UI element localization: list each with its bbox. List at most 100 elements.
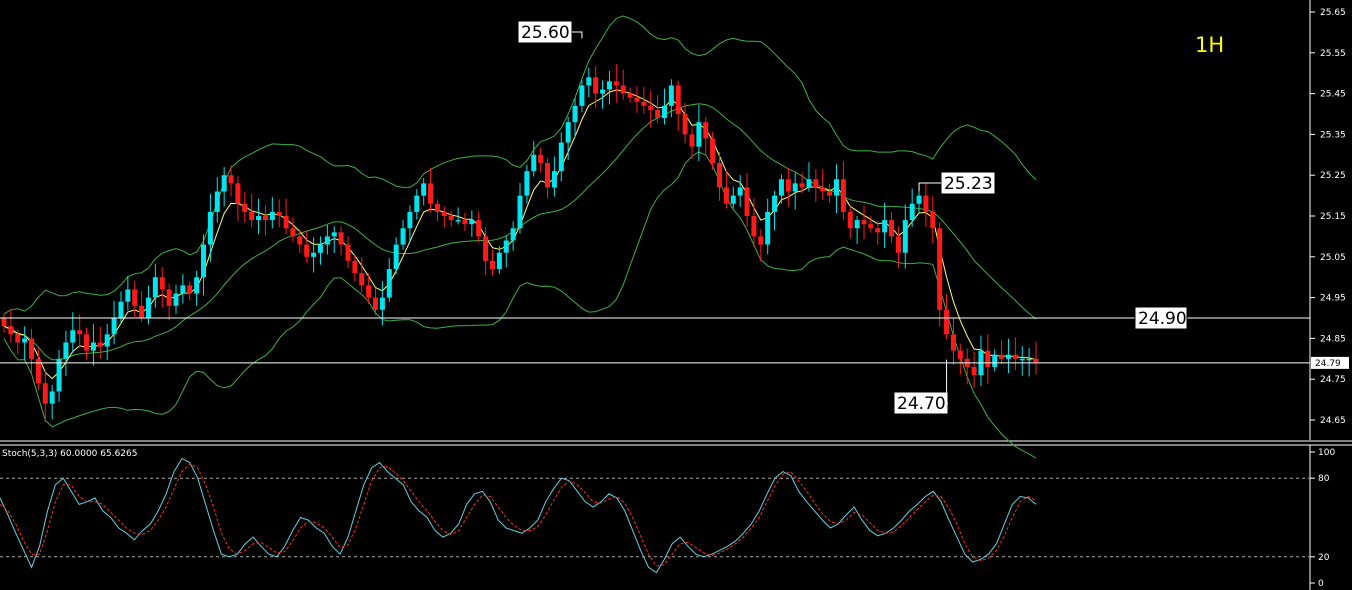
callout-low-leader — [946, 359, 948, 404]
candle-body — [875, 228, 881, 233]
candle-body — [324, 236, 330, 245]
candle — [421, 178, 427, 206]
candle — [765, 198, 771, 255]
candle-body — [579, 85, 585, 106]
candle — [317, 236, 323, 265]
candle-body — [503, 240, 509, 253]
candle — [338, 226, 344, 256]
candle-body — [77, 330, 83, 335]
candle-body — [214, 191, 220, 212]
candle — [386, 258, 392, 302]
candle — [1, 313, 7, 333]
candle — [820, 169, 826, 200]
callout-high-leader — [572, 31, 583, 39]
candle-body — [668, 85, 674, 106]
candle-body — [909, 203, 915, 221]
callout-high[interactable]: 25.60 — [517, 20, 583, 44]
candle-body — [221, 175, 227, 192]
callout-swing-text: 25.23 — [944, 174, 993, 194]
candle — [90, 324, 96, 366]
timeframe-label: 1H — [1195, 33, 1224, 57]
candle — [462, 212, 468, 231]
candle-body — [428, 183, 434, 204]
candle — [311, 237, 317, 273]
candle — [469, 210, 475, 237]
candle — [875, 221, 881, 245]
candle-body — [772, 195, 778, 212]
candle-body — [386, 269, 392, 298]
candle-body — [820, 187, 826, 192]
stoch-tick-label: 100 — [1318, 448, 1335, 458]
horizontal-levels: 24.79 — [0, 317, 1349, 369]
candle — [70, 312, 76, 353]
candle — [889, 212, 895, 243]
stoch-lines — [0, 457, 1037, 574]
candle-body — [111, 318, 117, 335]
candle-body — [902, 220, 908, 253]
candle-body — [469, 220, 475, 225]
candle — [538, 148, 544, 173]
candle — [455, 207, 461, 225]
stoch-k-line — [0, 457, 1037, 574]
candle-body — [476, 220, 482, 237]
candle-body — [696, 122, 702, 147]
candle — [97, 326, 103, 359]
candle — [366, 273, 372, 305]
candle-body — [125, 289, 131, 302]
candle — [166, 283, 172, 321]
candle — [827, 183, 833, 203]
candle — [152, 263, 158, 308]
candle-body — [159, 277, 165, 290]
candle — [957, 343, 963, 375]
level-label-text: 24.90 — [1138, 309, 1187, 329]
price-tick-label: 25.05 — [1320, 253, 1346, 263]
candle — [400, 219, 406, 250]
price-tick-label: 25.25 — [1320, 171, 1346, 181]
candle — [586, 67, 592, 98]
candle-body — [861, 220, 867, 225]
candle — [882, 202, 888, 249]
candle — [145, 285, 151, 325]
candle-body — [1, 318, 7, 327]
candle — [441, 206, 447, 228]
level-label[interactable]: 24.90 — [1134, 306, 1188, 330]
candle — [428, 167, 434, 213]
callout-low[interactable]: 24.70 — [893, 359, 949, 415]
candle — [813, 169, 819, 202]
candle-body — [524, 171, 530, 196]
candle — [751, 198, 757, 248]
candle-body — [510, 228, 516, 241]
candle-body — [462, 220, 468, 225]
candle — [1005, 338, 1011, 374]
candle — [868, 215, 874, 233]
candle — [22, 326, 28, 361]
candle-body — [194, 277, 200, 294]
callout-swing[interactable]: 25.23 — [918, 171, 996, 195]
candle-body — [173, 293, 179, 306]
candle-body — [256, 216, 262, 221]
candle-body — [317, 244, 323, 253]
candle-body — [641, 101, 647, 106]
candle — [964, 348, 970, 385]
candle — [256, 198, 262, 235]
candle-body — [104, 334, 110, 347]
candle — [703, 116, 709, 157]
price-tick-label: 25.35 — [1320, 130, 1346, 140]
candle — [373, 287, 379, 316]
candle — [558, 132, 564, 182]
candle — [930, 196, 936, 244]
candle — [118, 291, 124, 325]
candle — [214, 177, 220, 223]
candle-body — [489, 260, 495, 270]
candle — [352, 255, 358, 282]
candle-body — [1005, 354, 1011, 359]
candle-body — [414, 195, 420, 212]
candle — [262, 205, 268, 236]
candle-body — [269, 211, 275, 221]
candle — [111, 300, 117, 345]
candle — [620, 69, 626, 100]
candle-body — [63, 342, 69, 359]
candle-body — [785, 179, 791, 192]
